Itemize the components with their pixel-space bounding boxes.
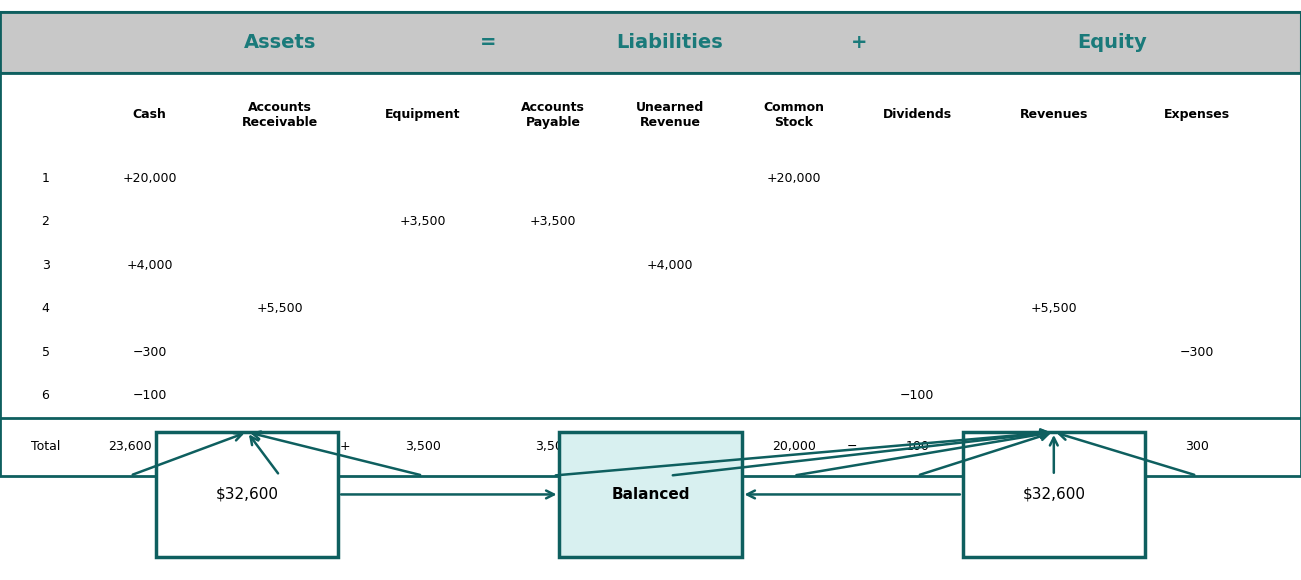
- Text: Accounts
Receivable: Accounts Receivable: [242, 100, 317, 129]
- Text: Equipment: Equipment: [385, 108, 461, 121]
- Text: −300: −300: [133, 346, 167, 359]
- Text: Cash: Cash: [133, 108, 167, 121]
- Text: +: +: [613, 440, 623, 453]
- Text: +: +: [196, 440, 207, 453]
- Text: 23,600: 23,600: [108, 440, 152, 453]
- FancyBboxPatch shape: [0, 331, 1301, 374]
- Text: +5,500: +5,500: [256, 302, 303, 316]
- FancyBboxPatch shape: [0, 374, 1301, 418]
- Text: 3,500: 3,500: [405, 440, 441, 453]
- Text: 20,000: 20,000: [771, 440, 816, 453]
- Text: −100: −100: [133, 389, 167, 403]
- FancyBboxPatch shape: [559, 432, 742, 557]
- Text: 3,500: 3,500: [535, 440, 571, 453]
- Text: Expenses: Expenses: [1164, 108, 1229, 121]
- Text: −100: −100: [900, 389, 934, 403]
- Text: −: −: [847, 440, 857, 453]
- Text: +3,500: +3,500: [530, 215, 576, 229]
- Text: Accounts
Payable: Accounts Payable: [520, 100, 585, 129]
- Text: Assets: Assets: [243, 32, 316, 52]
- FancyBboxPatch shape: [0, 418, 1301, 476]
- Text: +: +: [851, 32, 866, 52]
- Text: Unearned
Revenue: Unearned Revenue: [636, 100, 704, 129]
- Text: +: +: [730, 440, 740, 453]
- Text: 4: 4: [42, 302, 49, 316]
- FancyBboxPatch shape: [156, 432, 338, 557]
- Text: 100: 100: [905, 440, 929, 453]
- Text: 5: 5: [42, 346, 49, 359]
- Text: +4,000: +4,000: [647, 259, 693, 272]
- FancyBboxPatch shape: [0, 72, 1301, 157]
- Text: 6: 6: [42, 389, 49, 403]
- FancyBboxPatch shape: [0, 12, 1301, 72]
- Text: =: =: [480, 32, 496, 52]
- Text: +5,500: +5,500: [1030, 302, 1077, 316]
- Text: +3,500: +3,500: [399, 215, 446, 229]
- Text: Revenues: Revenues: [1020, 108, 1088, 121]
- Text: 300: 300: [1185, 440, 1209, 453]
- FancyBboxPatch shape: [0, 244, 1301, 287]
- Text: −: −: [1116, 440, 1127, 453]
- Text: 5,500: 5,500: [262, 440, 298, 453]
- Text: +: +: [340, 440, 350, 453]
- Text: +20,000: +20,000: [122, 172, 177, 185]
- Text: Liabilities: Liabilities: [617, 32, 723, 52]
- Text: 5,500: 5,500: [1036, 440, 1072, 453]
- Text: Equity: Equity: [1077, 32, 1147, 52]
- Text: +20,000: +20,000: [766, 172, 821, 185]
- Text: 3: 3: [42, 259, 49, 272]
- Text: −300: −300: [1180, 346, 1214, 359]
- Text: +: +: [964, 440, 974, 453]
- Text: +4,000: +4,000: [126, 259, 173, 272]
- Text: Dividends: Dividends: [882, 108, 952, 121]
- Text: Balanced: Balanced: [611, 487, 690, 502]
- Text: $32,600: $32,600: [1023, 487, 1085, 502]
- FancyBboxPatch shape: [963, 432, 1145, 557]
- Text: Total: Total: [31, 440, 60, 453]
- FancyBboxPatch shape: [0, 200, 1301, 244]
- FancyBboxPatch shape: [0, 287, 1301, 331]
- Text: 2: 2: [42, 215, 49, 229]
- Text: $32,600: $32,600: [216, 487, 278, 502]
- FancyBboxPatch shape: [0, 157, 1301, 200]
- Text: Common
Stock: Common Stock: [764, 100, 824, 129]
- Text: 1: 1: [42, 172, 49, 185]
- Text: 4,000: 4,000: [652, 440, 688, 453]
